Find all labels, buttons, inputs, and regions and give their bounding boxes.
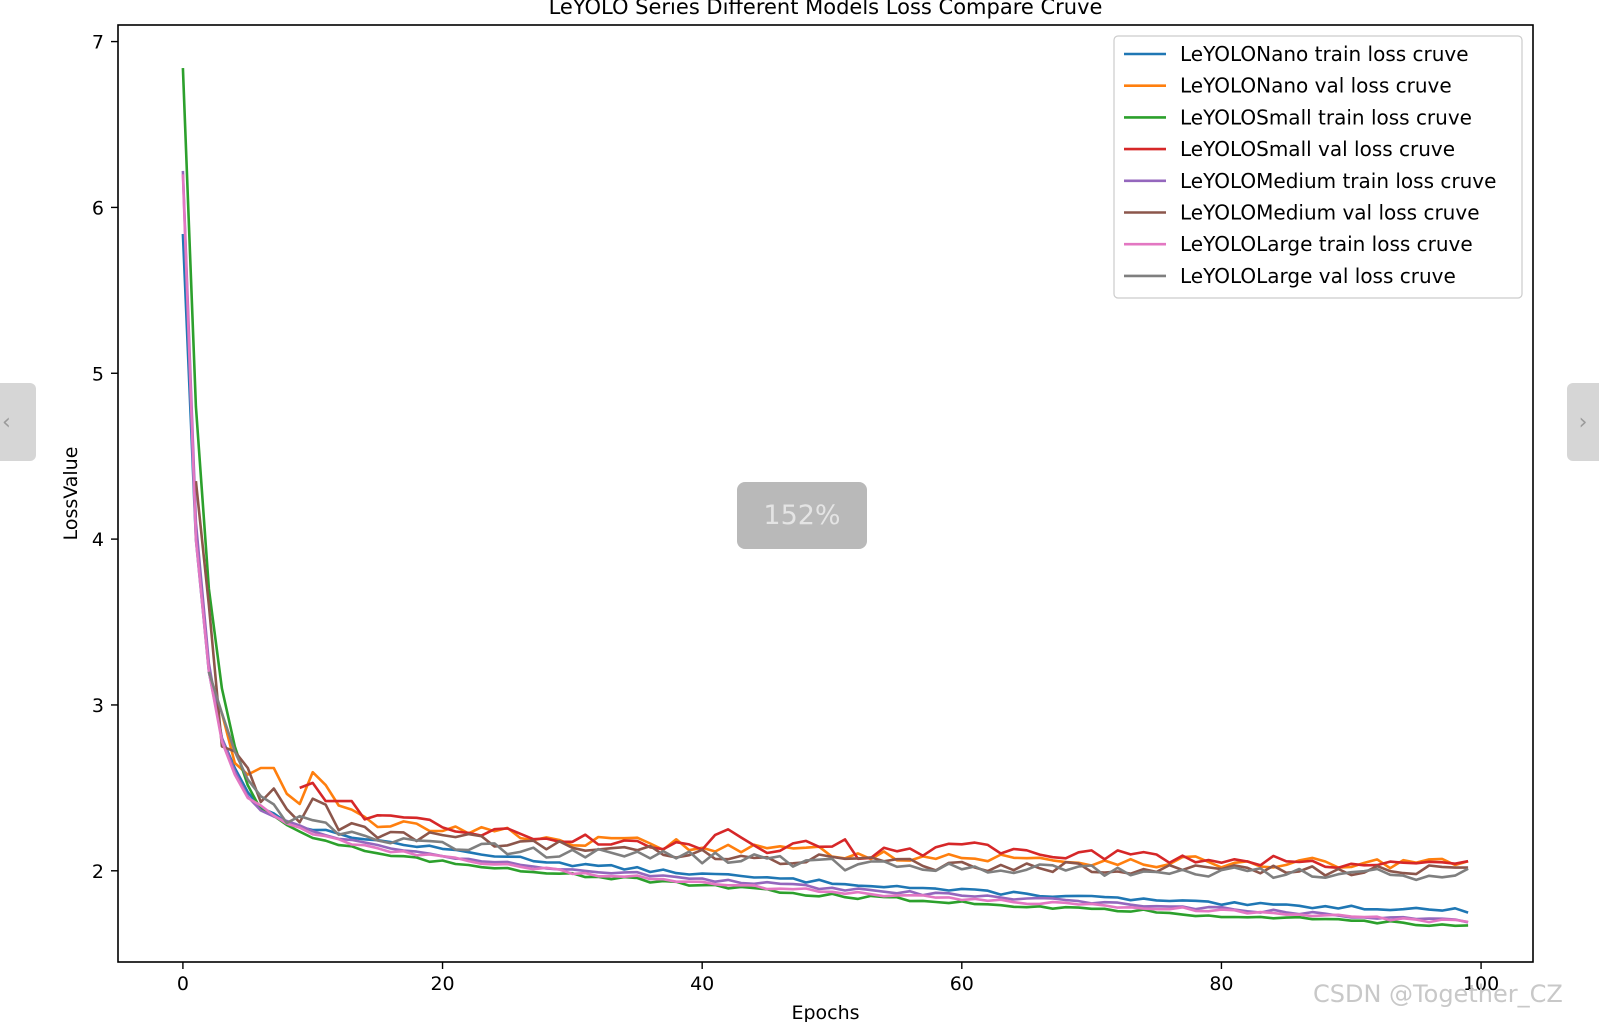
plot-root: LeYOLO Series Different Models Loss Comp… <box>60 0 1534 1022</box>
legend-box <box>1113 35 1523 299</box>
plot-frame <box>117 24 1534 963</box>
y-tick-label: 4 <box>92 529 104 551</box>
series-line <box>299 781 1469 870</box>
legend-label: LeYOLOLarge val loss cruve <box>1180 264 1456 288</box>
y-tick-label: 5 <box>92 363 104 385</box>
y-tick-label: 3 <box>92 695 104 717</box>
x-tick-label: 20 <box>430 973 454 995</box>
series-line <box>207 671 1469 882</box>
x-tick-label: 0 <box>177 973 189 995</box>
legend-label: LeYOLOMedium train loss cruve <box>1180 169 1496 193</box>
y-tick-label: 7 <box>92 32 104 54</box>
legend-label: LeYOLOSmall val loss cruve <box>1180 137 1455 161</box>
x-tick-label: 100 <box>1463 973 1499 995</box>
y-tick-label: 6 <box>92 197 104 219</box>
x-tick-label: 60 <box>950 973 974 995</box>
x-tick-label: 40 <box>690 973 714 995</box>
watermark: CSDN @Together_CZ <box>1313 980 1563 1008</box>
legend-label: LeYOLONano train loss cruve <box>1180 42 1469 66</box>
previous-image-arrow-icon[interactable]: ‹ <box>0 383 36 461</box>
zoom-level-indicator: 152% <box>737 482 867 549</box>
chart-title: LeYOLO Series Different Models Loss Comp… <box>549 0 1103 19</box>
x-tick-label: 80 <box>1209 973 1233 995</box>
legend-label: LeYOLONano val loss cruve <box>1180 74 1452 98</box>
legend-label: LeYOLOSmall train loss cruve <box>1180 105 1472 129</box>
legend-label: LeYOLOLarge train loss cruve <box>1180 232 1473 256</box>
legend-label: LeYOLOMedium val loss cruve <box>1180 201 1480 225</box>
series-line <box>181 174 1469 924</box>
series-line <box>181 68 1469 928</box>
y-axis-label: LossValue <box>60 447 82 541</box>
series-line <box>194 480 1469 877</box>
y-tick-label: 2 <box>92 861 104 883</box>
series-line <box>181 233 1469 914</box>
x-axis-label: Epochs <box>791 1002 859 1022</box>
next-image-arrow-icon[interactable]: › <box>1567 383 1599 461</box>
